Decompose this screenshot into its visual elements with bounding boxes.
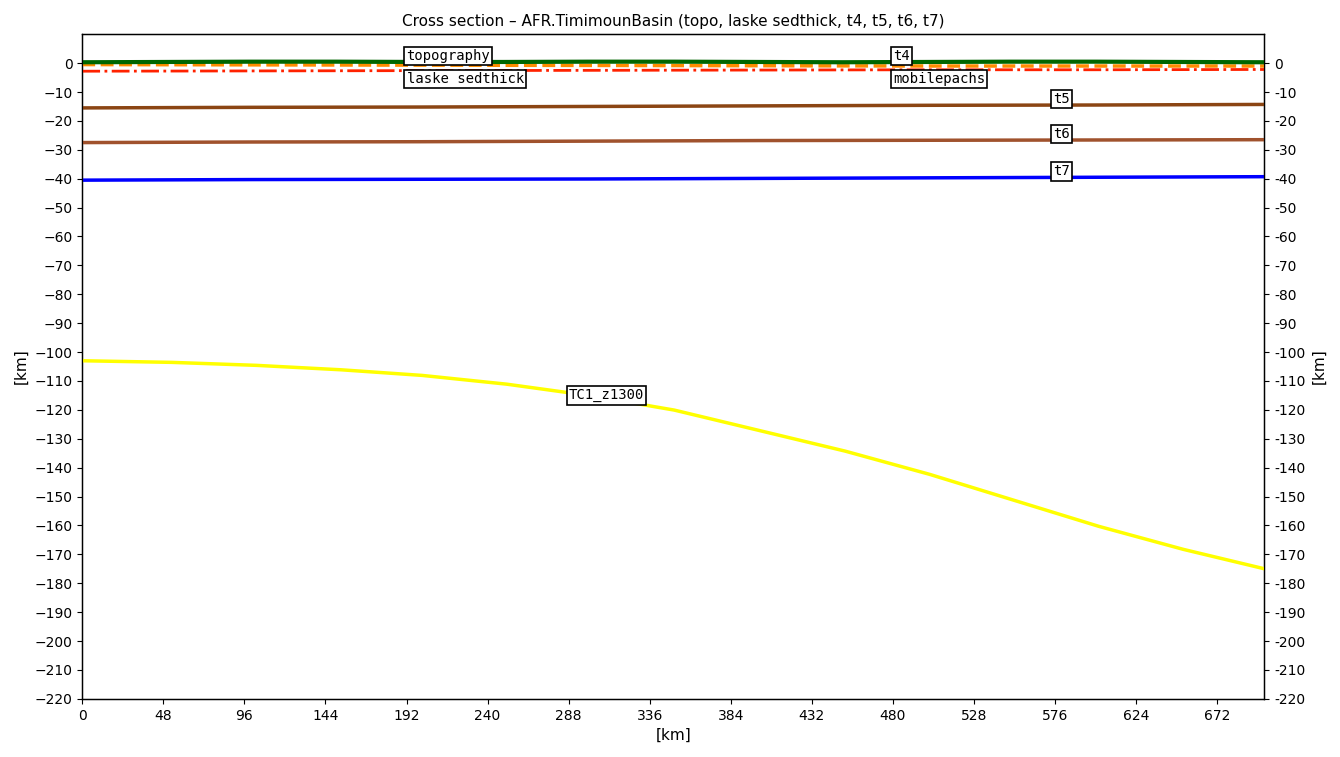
Text: TC1_z1300: TC1_z1300 bbox=[568, 388, 645, 403]
Y-axis label: [km]: [km] bbox=[1311, 349, 1327, 385]
X-axis label: [km]: [km] bbox=[655, 728, 691, 743]
Title: Cross section – AFR.TimimounBasin (topo, laske sedthick, t4, t5, t6, t7): Cross section – AFR.TimimounBasin (topo,… bbox=[402, 14, 945, 29]
Text: t6: t6 bbox=[1053, 127, 1071, 141]
Text: t4: t4 bbox=[892, 49, 910, 63]
Text: topography: topography bbox=[406, 49, 490, 63]
Text: t5: t5 bbox=[1053, 92, 1071, 106]
Text: laske sedthick: laske sedthick bbox=[406, 72, 524, 86]
Text: mobilepachs: mobilepachs bbox=[892, 72, 985, 86]
Y-axis label: [km]: [km] bbox=[13, 349, 29, 385]
Text: t7: t7 bbox=[1053, 164, 1071, 179]
